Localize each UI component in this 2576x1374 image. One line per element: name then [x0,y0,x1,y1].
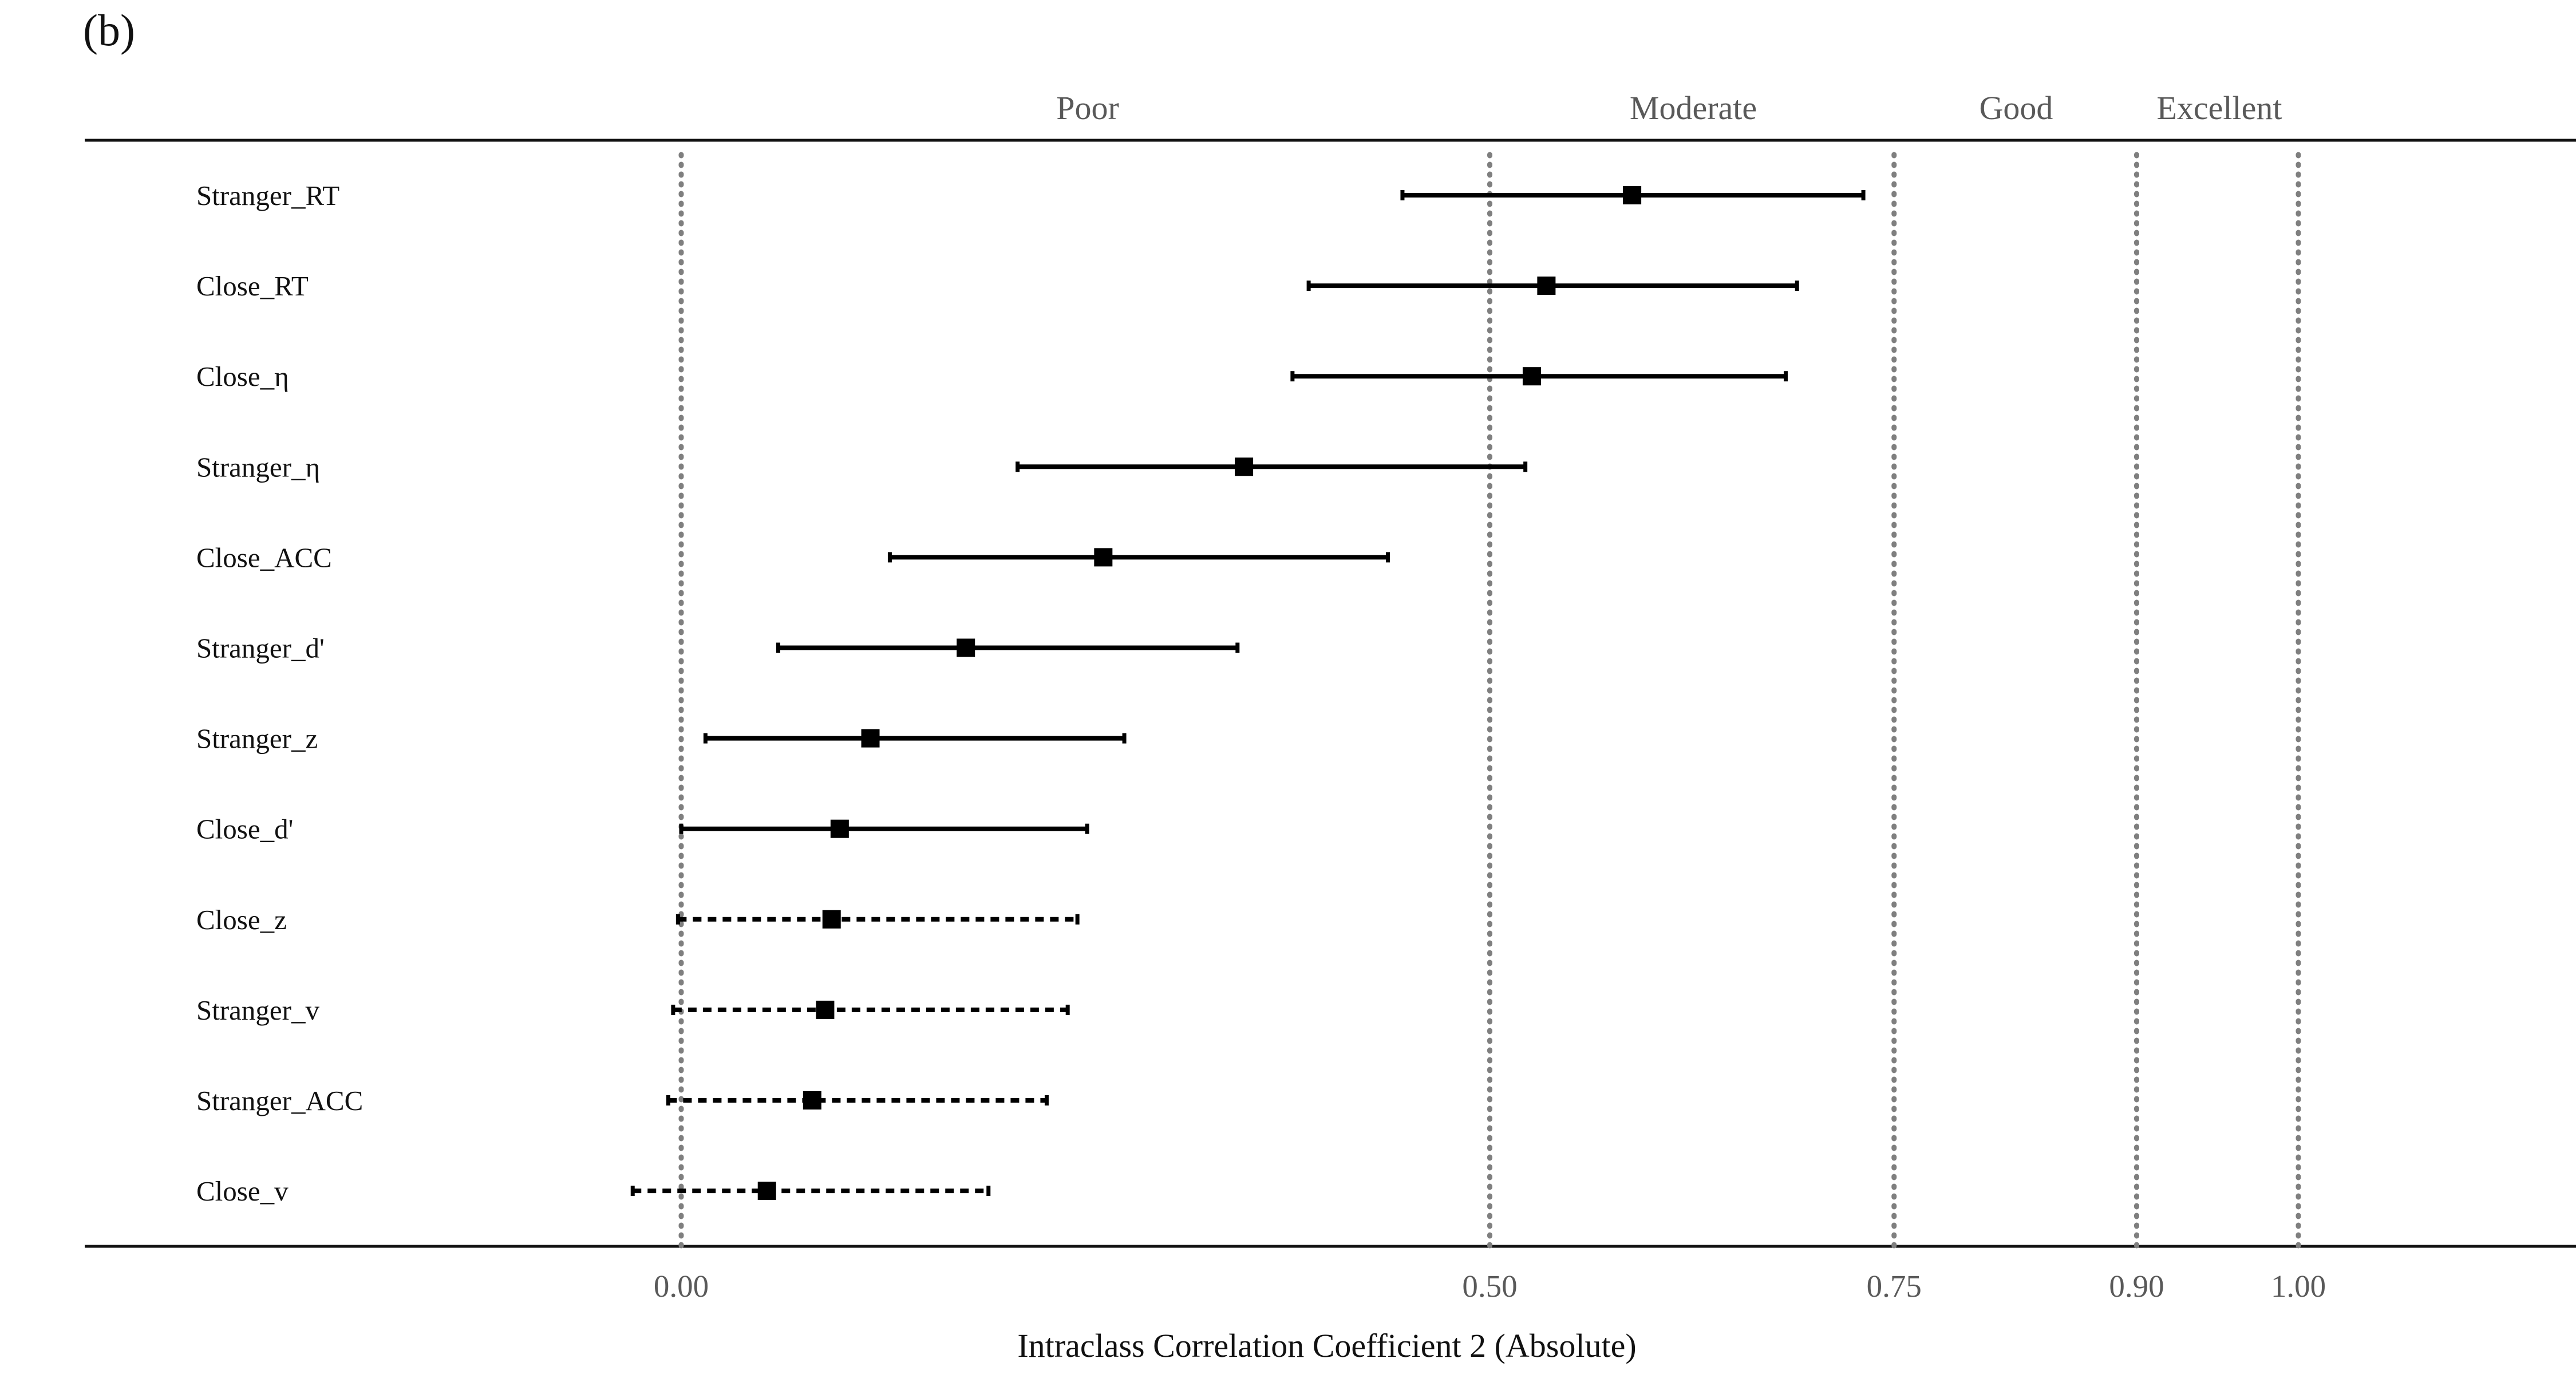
point-estimate [816,1000,835,1019]
x-tick-label: 0.50 [1462,1269,1517,1304]
x-tick-label: 1.00 [2271,1269,2326,1304]
row-label: Close_ACC [196,542,332,573]
point-estimate [757,1182,776,1201]
row-stranger-rt: Stranger_RT [196,180,1866,211]
point-estimate [1522,367,1541,386]
row-label: Stranger_η [196,451,320,483]
band-label-poor: Poor [1056,89,1119,127]
point-estimate [1537,277,1556,295]
x-axis-ticks: 0.00 0.50 0.75 0.90 1.00 [654,1269,2326,1304]
point-estimate [1235,457,1254,476]
row-close-: Close_η [196,361,1788,392]
point-estimate [822,910,841,929]
point-estimate [803,1091,821,1110]
row-close-z: Close_z [196,904,1080,935]
row-close-v: Close_v [196,1175,991,1207]
row-label: Stranger_ACC [196,1085,363,1116]
row-label: Stranger_z [196,723,318,755]
reference-lines [678,152,2301,1249]
estimate-rows: Stranger_RT Close_RT Close_η Stranger_η Clos… [196,180,1866,1207]
point-estimate [861,729,880,748]
point-estimate [957,638,975,657]
row-close-d-: Close_d' [196,814,1089,845]
row-label: Stranger_RT [196,180,339,211]
point-estimate [830,819,849,838]
row-close-acc: Close_ACC [196,542,1390,573]
x-tick-label: 0.75 [1867,1269,1922,1304]
x-tick-label: 0.00 [654,1269,709,1304]
x-tick-label: 0.90 [2109,1269,2164,1304]
row-label: Stranger_v [196,994,319,1026]
x-axis-label: Intraclass Correlation Coefficient 2 (Ab… [1017,1327,1636,1364]
row-stranger-v: Stranger_v [196,994,1070,1026]
row-stranger-acc: Stranger_ACC [196,1085,1049,1116]
row-label: Stranger_d' [196,633,325,664]
point-estimate [1094,548,1113,567]
row-close-rt: Close_RT [196,270,1799,302]
band-label-good: Good [1980,89,2053,127]
row-stranger-: Stranger_η [196,451,1528,483]
row-label: Close_d' [196,814,293,845]
row-stranger-z: Stranger_z [196,723,1127,755]
band-label-moderate: Moderate [1630,89,1757,127]
band-labels: Poor Moderate Good Excellent [1056,89,2282,127]
band-label-excellent: Excellent [2156,89,2282,127]
row-label: Close_v [196,1175,289,1207]
point-estimate [1623,186,1642,204]
row-label: Close_RT [196,270,309,302]
panel-label: (b) [83,5,135,55]
row-label: Close_η [196,361,289,392]
row-label: Close_z [196,904,287,935]
row-stranger-d-: Stranger_d' [196,633,1240,664]
